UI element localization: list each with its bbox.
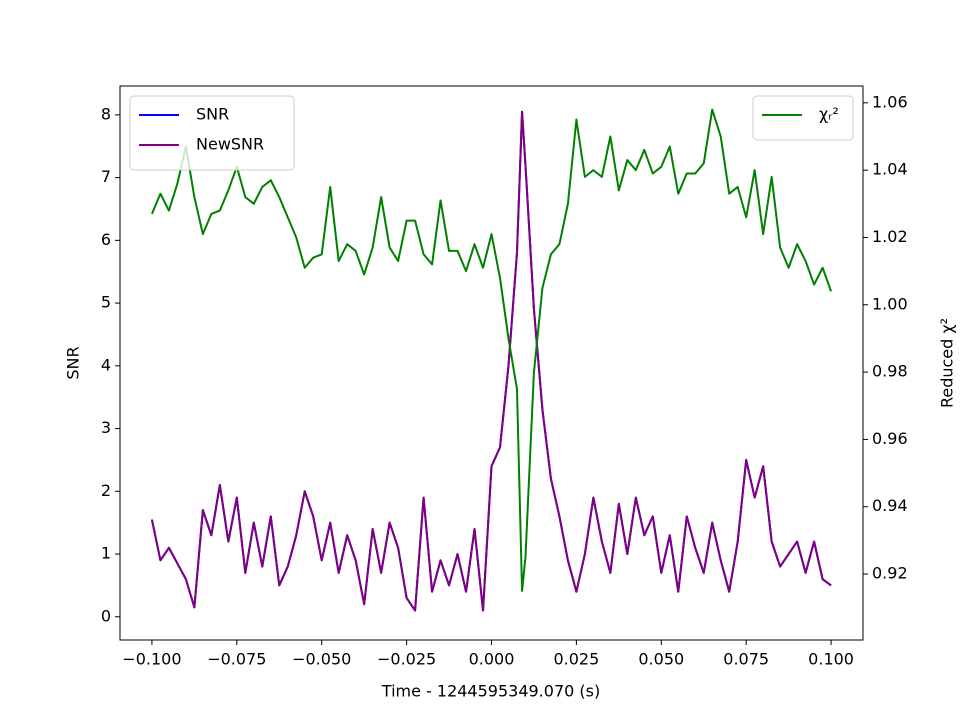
- y2-tick-label: 1.04: [872, 160, 908, 179]
- y-tick-label: 8: [101, 104, 111, 123]
- line-series: [150, 108, 833, 592]
- x-tick-label: 0.075: [723, 650, 769, 669]
- legend-box: [752, 95, 854, 141]
- x-tick-label: −0.075: [207, 650, 266, 669]
- plot-frame: [119, 85, 864, 641]
- x-tick-label: 0.000: [469, 650, 515, 669]
- y-tick-label: 6: [101, 230, 111, 249]
- y-tick-label: 5: [101, 293, 111, 312]
- y2-tick-label: 1.02: [872, 227, 908, 246]
- y2-tick-label: 0.92: [872, 564, 908, 583]
- y2-tick-label: 0.94: [872, 496, 908, 515]
- y2-axis-label: Reduced χ²: [938, 318, 957, 408]
- x-tick-label: 0.100: [808, 650, 854, 669]
- y-tick-label: 4: [101, 355, 111, 374]
- legend-label: SNR: [196, 105, 229, 124]
- y-tick-label: 2: [101, 481, 111, 500]
- y-tick-label: 3: [101, 418, 111, 437]
- line-series: [150, 110, 832, 612]
- line-series: [150, 110, 832, 612]
- y-tick-label: 7: [101, 167, 111, 186]
- legend-label: NewSNR: [196, 135, 264, 154]
- y2-tick-label: 0.98: [872, 362, 908, 381]
- y2-tick-label: 1.00: [872, 294, 908, 313]
- y2-tick-label: 1.06: [872, 92, 908, 111]
- y2-tick-label: 0.96: [872, 429, 908, 448]
- x-tick-label: −0.050: [292, 650, 351, 669]
- y-axis-label: SNR: [64, 346, 83, 379]
- x-tick-label: −0.025: [377, 650, 436, 669]
- x-tick-label: −0.100: [122, 650, 181, 669]
- y-tick-label: 0: [101, 606, 111, 625]
- x-axis-label: Time - 1244595349.070 (s): [381, 682, 600, 701]
- x-tick-label: 0.050: [638, 650, 684, 669]
- legend-label: χᵣ²: [819, 105, 839, 124]
- x-tick-label: 0.025: [553, 650, 599, 669]
- y-tick-label: 1: [101, 544, 111, 563]
